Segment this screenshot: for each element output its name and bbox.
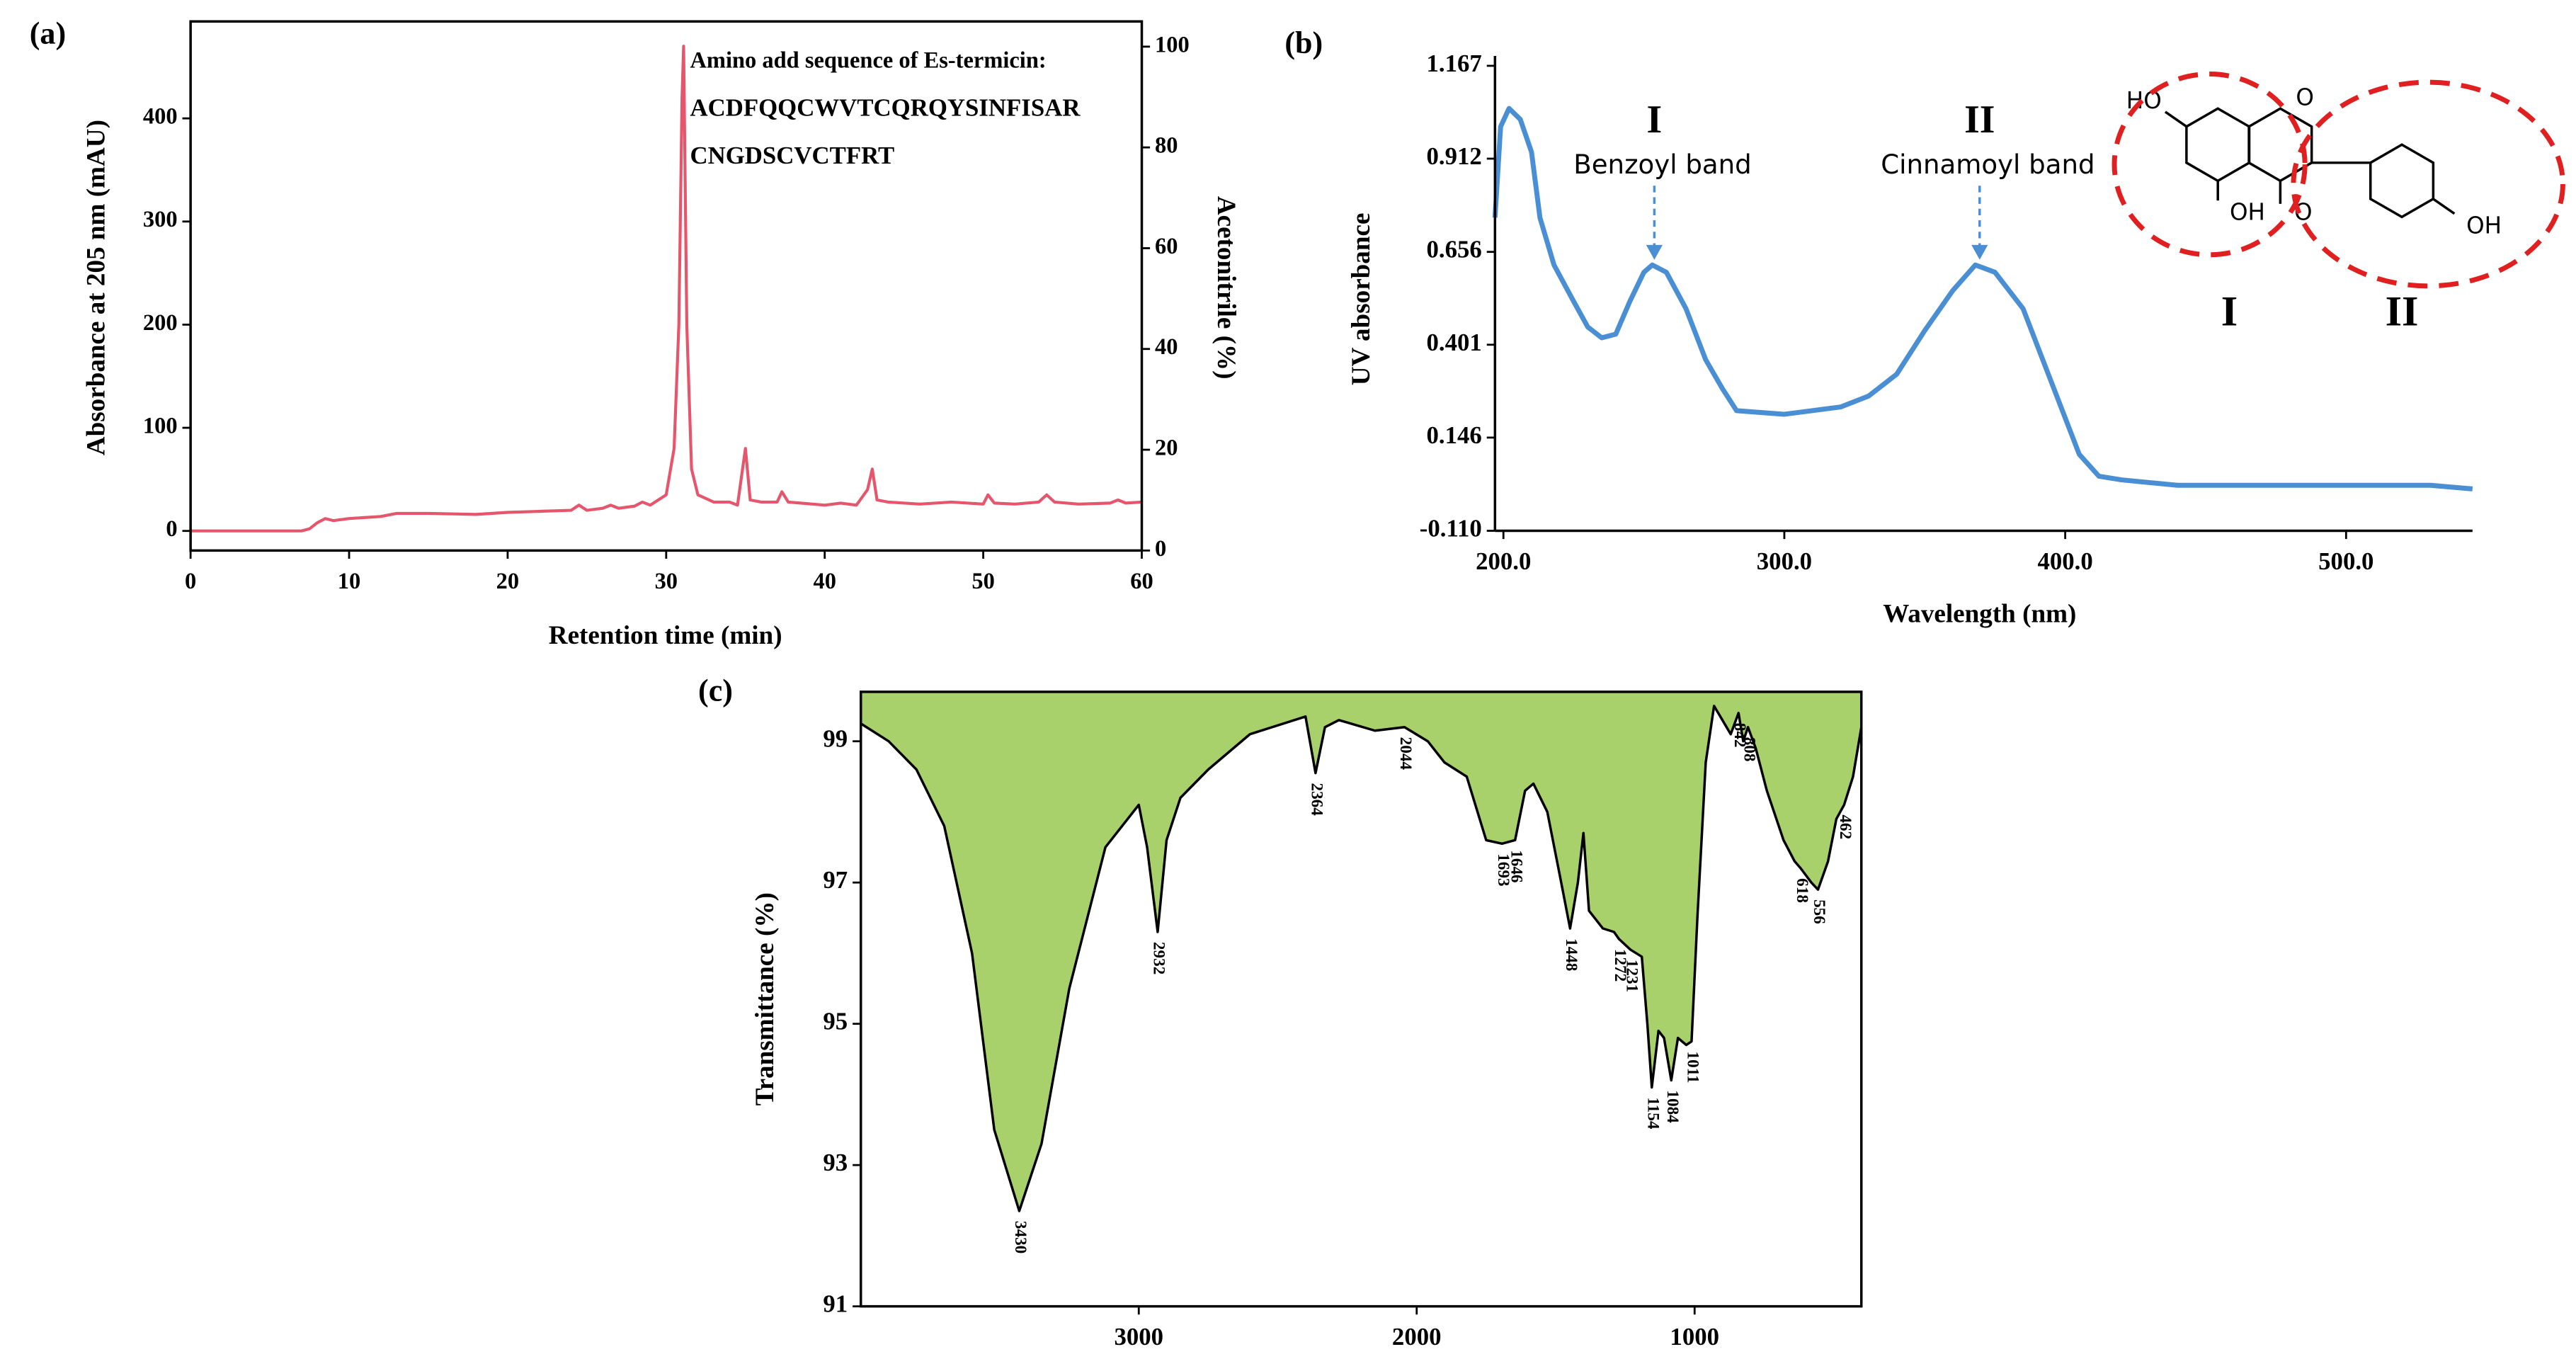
y-tick-label: 93 (823, 1149, 848, 1176)
data-line (190, 45, 1142, 533)
band-arrowhead (1646, 244, 1663, 260)
peak-label: 1084 (1663, 1090, 1682, 1123)
annotation: ACDFQQCWVTCQRQYSINFISAR (690, 94, 1081, 122)
x-tick-label: 40 (813, 569, 836, 594)
y-tick-label: 0 (166, 516, 177, 542)
y-tick-label: 99 (823, 725, 848, 753)
annotation: CNGDSCVCTFRT (690, 142, 894, 169)
data-line (1492, 106, 2473, 491)
y-tick-label: 0.401 (1426, 329, 1481, 356)
peak-label: 1011 (1684, 1052, 1702, 1084)
y-axis-label: Transmittance (%) (751, 892, 780, 1105)
plot-frame (860, 690, 1863, 1308)
panel-label: (a) (30, 16, 66, 50)
y-axis-label: UV absorbance (1347, 213, 1376, 386)
band-name: Cinnamoyl band (1881, 149, 2095, 180)
band-number: II (1964, 98, 1995, 142)
x-tick-label: 10 (338, 569, 360, 594)
ring (2369, 143, 2435, 219)
band-number: I (1647, 98, 1663, 142)
peak-label: 2364 (1308, 783, 1326, 817)
atom-label: OH (2466, 212, 2502, 239)
peak-label: 618 (1793, 878, 1811, 903)
x-axis-label: Wavelength (nm) (1883, 600, 2076, 629)
x-tick-label: 2000 (1392, 1323, 1442, 1351)
x-tick-label: 400.0 (2037, 547, 2092, 575)
peak-label: 556 (1810, 899, 1828, 924)
peak-label: 2044 (1396, 737, 1415, 771)
x-tick-label: 3000 (1114, 1323, 1163, 1351)
y2-tick-label: 80 (1155, 133, 1178, 159)
y-tick-label: 0.146 (1426, 421, 1481, 449)
y-tick-label: 1.167 (1426, 50, 1481, 77)
y-tick-label: 0.912 (1426, 142, 1481, 170)
y-tick-label: 91 (823, 1290, 848, 1318)
y-tick-label: 0.656 (1426, 236, 1481, 263)
x-tick-label: 300.0 (1757, 547, 1812, 575)
band-name: Benzoyl band (1573, 149, 1751, 180)
y2-axis-label: Acetonitrile (%) (1212, 196, 1241, 380)
bond (2164, 110, 2188, 128)
y-tick-label: 200 (143, 310, 178, 336)
x-tick-label: 30 (655, 569, 678, 594)
peak-label: 2932 (1150, 942, 1168, 974)
x-tick-label: 0 (185, 569, 196, 594)
atom-label: O (2296, 84, 2314, 110)
peak-label: 1154 (1643, 1097, 1662, 1130)
x-tick-label: 20 (496, 569, 519, 594)
peak-label: 1231 (1622, 960, 1641, 992)
panel-label: (c) (698, 673, 733, 707)
peak-label: 1448 (1562, 938, 1580, 971)
y-tick-label: 100 (143, 414, 178, 439)
x-tick-label: 50 (971, 569, 994, 594)
peak-label: 1693 (1494, 853, 1512, 886)
y-tick-label: 97 (823, 866, 848, 894)
area-fill (860, 691, 1862, 1211)
peak-label: 3430 (1011, 1221, 1030, 1253)
y-tick-label: 400 (143, 104, 178, 130)
bond (2432, 198, 2456, 215)
peak-label: 808 (1740, 737, 1758, 762)
peak-label: 1272 (1611, 949, 1629, 982)
y2-tick-label: 40 (1155, 334, 1178, 360)
ring-region (2291, 79, 2565, 289)
x-tick-label: 1000 (1670, 1323, 1719, 1351)
panel-label: (b) (1284, 25, 1323, 60)
peak-label: 462 (1836, 814, 1854, 839)
y2-tick-label: 100 (1155, 32, 1190, 57)
y-tick-label: 95 (823, 1008, 848, 1035)
ring-label: I (2221, 288, 2238, 335)
ring-label: II (2386, 288, 2419, 335)
y-axis-label: Absorbance at 205 nm (mAU) (82, 120, 111, 455)
atom-label: OH (2230, 199, 2265, 226)
y-tick-label: -0.110 (1420, 515, 1482, 542)
annotation: Amino add sequence of Es-termicin: (690, 48, 1046, 74)
y2-tick-label: 60 (1155, 234, 1178, 259)
band-arrowhead (1971, 244, 1988, 260)
x-tick-label: 60 (1130, 569, 1153, 594)
x-tick-label: 200.0 (1476, 547, 1531, 575)
y2-tick-label: 20 (1155, 436, 1178, 461)
spectrum-line (860, 705, 1863, 1212)
x-axis-label: Retention time (min) (549, 621, 782, 650)
peak-label: 1646 (1507, 850, 1525, 882)
y2-tick-label: 0 (1155, 536, 1166, 562)
peak-label: 842 (1731, 723, 1749, 748)
x-tick-label: 500.0 (2318, 547, 2373, 575)
ring (2185, 107, 2251, 183)
y-tick-label: 300 (143, 207, 178, 232)
ring-region (2111, 72, 2308, 258)
